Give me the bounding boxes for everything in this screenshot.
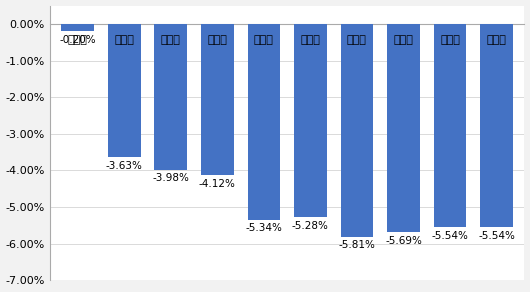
Text: 第三个: 第三个 — [161, 35, 181, 45]
Bar — [434, 24, 466, 227]
Bar — [248, 24, 280, 220]
Text: -5.69%: -5.69% — [385, 236, 422, 246]
Text: -5.81%: -5.81% — [339, 241, 375, 251]
Text: -3.98%: -3.98% — [152, 173, 189, 183]
Text: -4.12%: -4.12% — [199, 178, 236, 189]
Text: 第一个: 第一个 — [68, 35, 87, 45]
Bar — [201, 24, 234, 175]
Bar — [341, 24, 373, 237]
Bar — [154, 24, 187, 170]
Text: -0.20%: -0.20% — [59, 35, 96, 45]
Text: 第四个: 第四个 — [207, 35, 227, 45]
Text: 第十个: 第十个 — [487, 35, 507, 45]
Text: 第八个: 第八个 — [393, 35, 413, 45]
Text: 第九个: 第九个 — [440, 35, 460, 45]
Bar — [294, 24, 326, 218]
Text: -5.28%: -5.28% — [292, 221, 329, 231]
Text: 第七个: 第七个 — [347, 35, 367, 45]
Text: -5.54%: -5.54% — [478, 231, 515, 241]
Bar — [61, 24, 94, 31]
Bar — [108, 24, 140, 157]
Text: 第六个: 第六个 — [301, 35, 320, 45]
Bar — [480, 24, 513, 227]
Text: 第二个: 第二个 — [114, 35, 134, 45]
Text: -5.54%: -5.54% — [431, 231, 469, 241]
Text: -5.34%: -5.34% — [245, 223, 282, 233]
Bar — [387, 24, 420, 232]
Text: 第五个: 第五个 — [254, 35, 274, 45]
Text: -3.63%: -3.63% — [106, 161, 143, 171]
